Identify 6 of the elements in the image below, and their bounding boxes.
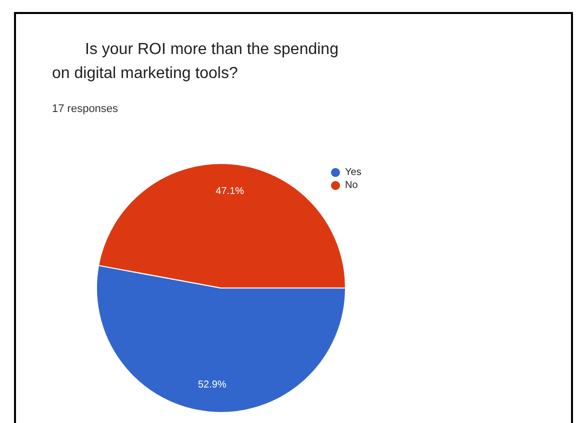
legend-label: No — [345, 180, 358, 191]
data-label: 47.1% — [216, 186, 244, 198]
chart-subtitle: 17 responses — [52, 103, 118, 115]
legend-label: Yes — [345, 167, 362, 178]
data-label: 52.9% — [198, 379, 226, 390]
chart-title: Is your ROI more than the spending on digital marketing tools? — [52, 40, 340, 84]
